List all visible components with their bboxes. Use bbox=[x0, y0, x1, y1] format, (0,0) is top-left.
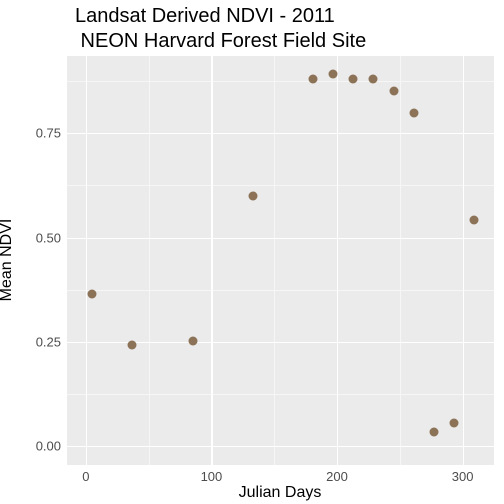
gridline-major-v bbox=[337, 56, 338, 465]
y-tick-label: 0.75 bbox=[36, 126, 67, 141]
ndvi-scatter-chart: Landsat Derived NDVI - 2011 NEON Harvard… bbox=[0, 0, 504, 504]
x-tick-label: 0 bbox=[82, 465, 89, 484]
data-point bbox=[88, 289, 97, 298]
gridline-major-v bbox=[463, 56, 464, 465]
data-point bbox=[369, 74, 378, 83]
data-point bbox=[449, 418, 458, 427]
data-point bbox=[248, 192, 257, 201]
y-axis-label: Mean NDVI bbox=[0, 219, 16, 302]
y-tick-label: 0.00 bbox=[36, 439, 67, 454]
chart-title: Landsat Derived NDVI - 2011 NEON Harvard… bbox=[75, 4, 366, 54]
plot-panel: 0.000.250.500.750100200300 bbox=[67, 56, 494, 465]
gridline-minor-v bbox=[400, 56, 401, 465]
gridline-major-v bbox=[86, 56, 87, 465]
data-point bbox=[188, 337, 197, 346]
gridline-major-h bbox=[67, 133, 494, 134]
y-tick-label: 0.25 bbox=[36, 334, 67, 349]
gridline-minor-h bbox=[67, 394, 494, 395]
x-tick-label: 300 bbox=[452, 465, 474, 484]
gridline-minor-h bbox=[67, 81, 494, 82]
data-point bbox=[309, 75, 318, 84]
chart-title-line-2: NEON Harvard Forest Field Site bbox=[75, 29, 366, 54]
data-point bbox=[349, 75, 358, 84]
data-point bbox=[329, 69, 338, 78]
data-point bbox=[389, 87, 398, 96]
gridline-minor-v bbox=[274, 56, 275, 465]
chart-title-line-1: Landsat Derived NDVI - 2011 bbox=[75, 4, 366, 29]
gridline-minor-h bbox=[67, 185, 494, 186]
data-point bbox=[409, 109, 418, 118]
gridline-minor-h bbox=[67, 290, 494, 291]
gridline-minor-v bbox=[149, 56, 150, 465]
data-point bbox=[128, 340, 137, 349]
data-point bbox=[469, 216, 478, 225]
gridline-major-h bbox=[67, 446, 494, 447]
data-point bbox=[429, 428, 438, 437]
x-tick-label: 200 bbox=[326, 465, 348, 484]
gridline-major-v bbox=[211, 56, 212, 465]
y-tick-label: 0.50 bbox=[36, 230, 67, 245]
gridline-major-h bbox=[67, 238, 494, 239]
x-tick-label: 100 bbox=[201, 465, 223, 484]
x-axis-label: Julian Days bbox=[239, 484, 322, 502]
